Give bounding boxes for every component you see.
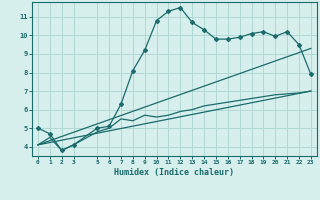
X-axis label: Humidex (Indice chaleur): Humidex (Indice chaleur): [115, 168, 234, 177]
